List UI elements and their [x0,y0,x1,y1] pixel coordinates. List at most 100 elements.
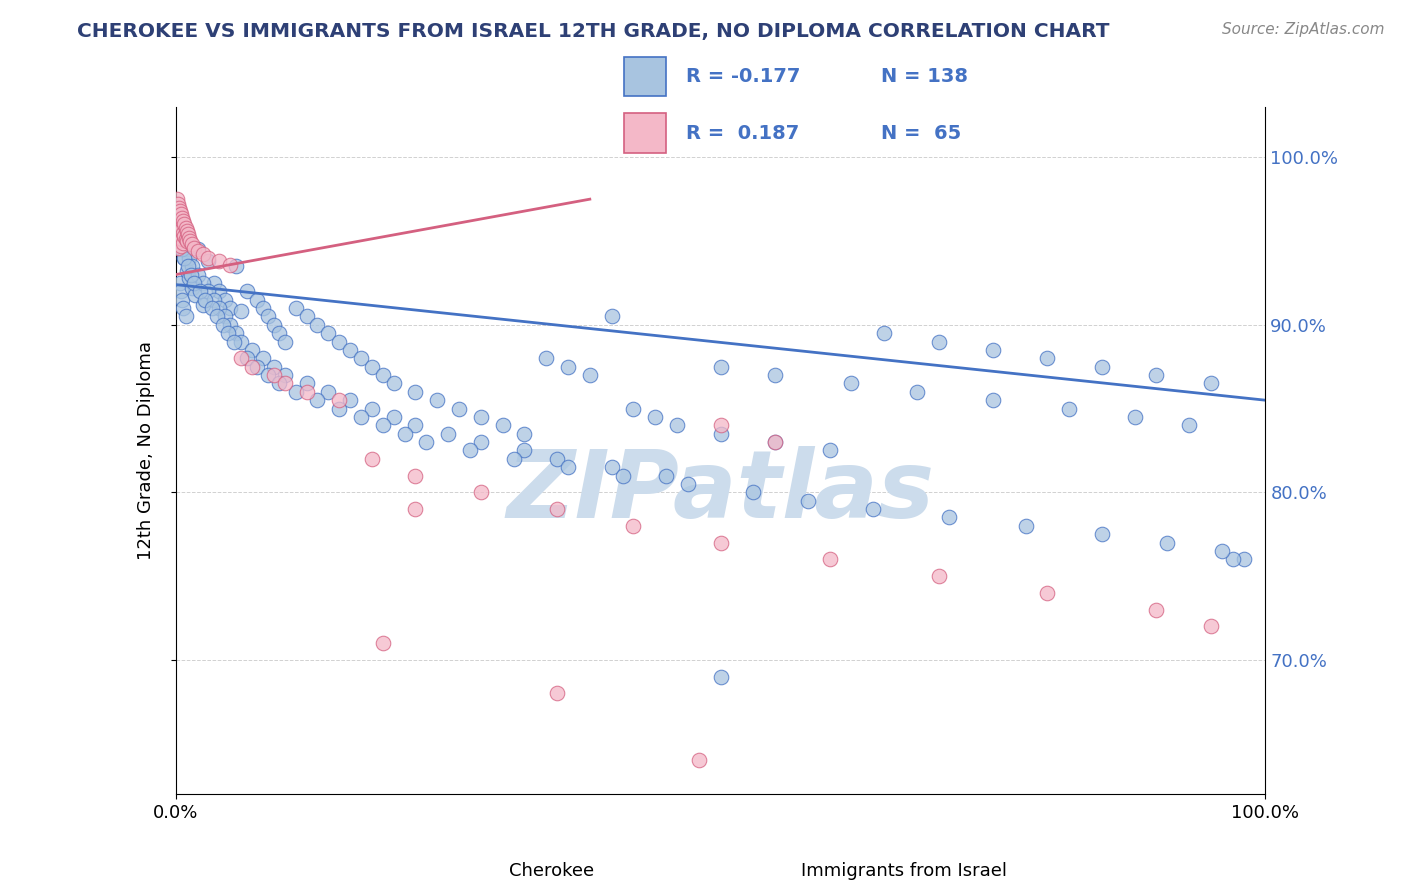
Point [557,460,579,475]
Point [269,376,291,391]
Text: ZIPatlas: ZIPatlas [506,446,935,538]
Point [1232,552,1256,566]
Point [938,510,960,524]
Text: N = 138: N = 138 [882,67,969,86]
Point [167,197,190,211]
Point [177,259,200,273]
Point [1178,418,1201,433]
Point [183,276,205,290]
Point [1199,619,1222,633]
Text: R =  0.187: R = 0.187 [686,124,800,143]
Point [170,207,193,221]
Point [214,310,236,324]
Point [176,224,198,238]
Point [252,351,274,366]
Point [208,285,231,299]
Point [188,285,211,299]
Point [905,384,928,399]
Point [405,468,427,483]
Point [257,310,280,324]
Point [437,426,460,441]
Point [172,214,194,228]
Point [211,318,233,332]
Point [166,214,188,228]
Point [167,241,190,255]
Point [318,326,340,341]
Point [426,393,449,408]
Point [360,451,382,466]
Point [339,343,361,357]
Point [1144,368,1167,382]
Point [513,443,536,458]
Point [166,192,188,206]
Point [1036,351,1059,366]
Point [546,451,568,466]
Point [263,359,285,374]
Point [169,276,191,290]
Point [600,460,623,475]
Point [458,443,481,458]
Point [257,368,280,382]
Point [981,343,1004,357]
Point [688,753,710,767]
Point [405,418,427,433]
Point [763,435,786,450]
Point [201,301,224,315]
Point [173,251,195,265]
Point [170,219,193,233]
Point [170,239,193,253]
Point [981,393,1004,408]
Point [167,224,190,238]
Point [470,485,492,500]
FancyBboxPatch shape [624,113,665,153]
Point [177,251,200,265]
Point [534,351,557,366]
Text: N =  65: N = 65 [882,124,962,143]
Point [600,310,623,324]
Point [176,234,198,248]
Point [252,301,274,315]
Point [612,468,634,483]
Point [470,409,492,424]
Point [1091,359,1114,374]
Point [219,301,242,315]
Point [197,285,219,299]
Point [177,271,200,285]
Point [169,234,191,248]
Point [177,230,200,244]
Point [231,351,253,366]
Point [240,343,263,357]
Text: Cherokee: Cherokee [509,862,595,880]
Point [818,443,841,458]
Point [217,326,239,341]
Point [818,552,841,566]
Text: Immigrants from Israel: Immigrants from Israel [801,862,1008,880]
Point [873,326,896,341]
Point [231,334,253,349]
Point [360,359,382,374]
Point [176,264,198,278]
Point [295,376,318,391]
Point [763,368,786,382]
Point [655,468,678,483]
Point [172,211,194,225]
Point [202,293,225,307]
Point [644,409,666,424]
Point [180,268,202,282]
Point [1036,586,1059,600]
Point [194,293,217,307]
Point [172,293,194,307]
Text: Source: ZipAtlas.com: Source: ZipAtlas.com [1222,22,1385,37]
Point [173,229,195,244]
Point [174,243,197,257]
Point [796,493,818,508]
Point [183,241,205,255]
Point [184,287,207,301]
Point [621,401,644,416]
Point [167,217,190,231]
Point [225,326,247,341]
Point [246,293,269,307]
Point [1091,527,1114,541]
Point [202,276,225,290]
Point [328,401,350,416]
